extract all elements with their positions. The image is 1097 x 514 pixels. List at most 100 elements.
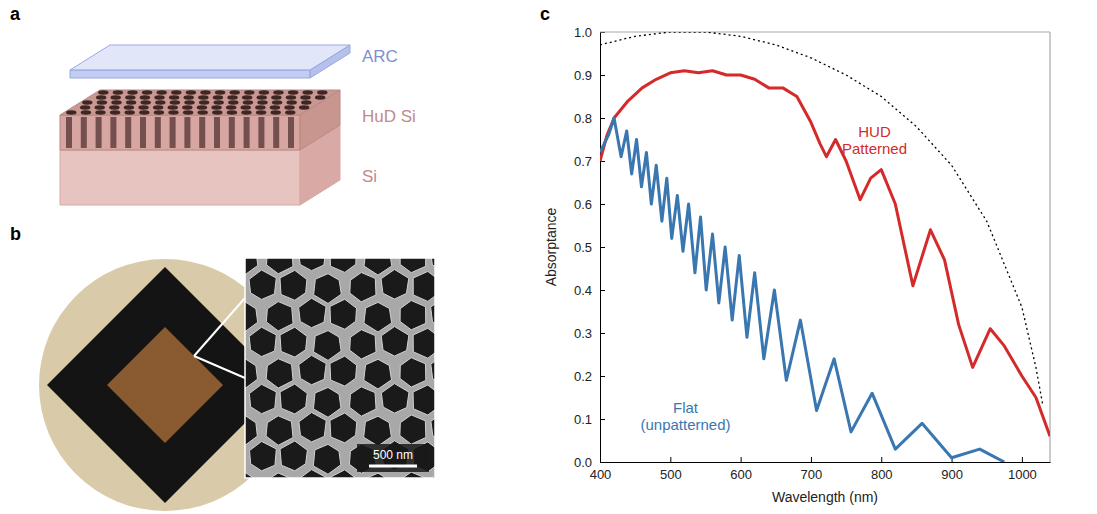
hud-pore-top <box>97 100 107 104</box>
hud-pore-top <box>241 110 251 114</box>
scale-bar <box>369 465 417 468</box>
hud-pore-top <box>154 110 164 114</box>
hud-pore-top <box>315 95 325 99</box>
tick: 0.4 <box>574 283 605 298</box>
panel-letter: a <box>10 4 21 24</box>
hud-pore-top <box>255 105 265 109</box>
series-label: Flat(unpatterned) <box>640 399 730 433</box>
hud-pore-top <box>80 105 90 109</box>
hud-pore-top <box>288 90 298 94</box>
sem-pore <box>280 384 307 414</box>
hud-pore-front <box>288 117 294 148</box>
hud-pore-top <box>168 105 178 109</box>
sem-pore <box>266 359 293 388</box>
sem-pore <box>400 472 426 478</box>
sem-pore <box>249 270 276 299</box>
tick-label: 0.6 <box>574 197 592 212</box>
layer-label: HuD Si <box>362 107 416 126</box>
tick: 0.9 <box>574 68 605 83</box>
sem-pore <box>350 330 376 359</box>
series-line <box>600 32 1043 406</box>
tick-label: 600 <box>730 467 752 482</box>
tick-label: 0.0 <box>574 455 592 470</box>
hud-pore-top <box>230 90 240 94</box>
tick-mark <box>600 419 605 420</box>
sem-pore <box>413 328 435 358</box>
sem-pore <box>266 258 293 274</box>
hud-pore-top <box>139 110 149 114</box>
sem-pore <box>313 444 340 474</box>
hud-pore-top <box>256 110 266 114</box>
hud-pore-top <box>138 105 148 109</box>
sem-pore <box>245 472 257 478</box>
hud-pore-top <box>227 95 237 99</box>
sem-pore <box>330 356 357 386</box>
hud-pore-top <box>284 105 294 109</box>
tick: 0.0 <box>574 455 605 470</box>
tick-mark <box>600 376 605 377</box>
hud-pore-top <box>66 110 76 114</box>
hud-pore-top <box>213 95 223 99</box>
sem-pore <box>364 359 392 389</box>
sem-pore <box>245 415 257 445</box>
hud-pore-front <box>110 117 116 148</box>
tick-label: 900 <box>941 467 963 482</box>
sem-pore <box>413 271 435 301</box>
hud-pore-top <box>184 95 194 99</box>
tick: 0.1 <box>574 412 605 427</box>
hud-pore-top <box>186 90 196 94</box>
y-axis: 0.00.10.20.30.40.50.60.70.80.91.0 <box>574 25 605 470</box>
hud-top <box>60 90 340 115</box>
tick-label: 0.1 <box>574 412 592 427</box>
sem-pore <box>314 331 342 361</box>
tick-mark <box>600 462 605 463</box>
frame-right <box>1049 32 1050 462</box>
hud-pore-front <box>229 117 235 148</box>
sem-pore <box>350 272 376 301</box>
hud-pore-top <box>98 90 108 94</box>
hud-pore-top <box>125 110 135 114</box>
hud-pore-top <box>228 100 238 104</box>
hud-pore-top <box>242 95 252 99</box>
arc-front <box>70 70 310 78</box>
hud-pore-top <box>157 90 167 94</box>
tick-label: 0.2 <box>574 369 592 384</box>
sem-bg <box>245 258 435 478</box>
hud-pore-top <box>212 110 222 114</box>
tick-label: 1.0 <box>574 25 592 40</box>
sem-pore <box>330 258 356 272</box>
hud-pore-top <box>301 100 311 104</box>
tick-label: 0.8 <box>574 111 592 126</box>
hud-pore-front <box>81 117 87 148</box>
hud-pore-top <box>257 100 267 104</box>
sem-pore <box>299 412 326 441</box>
hud-pore-top <box>285 110 295 114</box>
sem-pore <box>400 258 426 273</box>
hud-pore-top <box>214 100 224 104</box>
scale-bar-bg <box>357 444 429 472</box>
tick-mark <box>1022 457 1023 462</box>
sem-frame <box>245 258 435 478</box>
tick-label: 400 <box>590 467 612 482</box>
sem-pore <box>249 384 276 413</box>
hud-pore-top <box>259 90 269 94</box>
hud-pore-top <box>140 95 150 99</box>
sem-pore <box>298 258 326 271</box>
x-axis: 4005006007008009001000 <box>590 457 1051 482</box>
sem-pore <box>245 258 258 275</box>
panel-letter: c <box>540 4 550 24</box>
series-line <box>600 118 1004 462</box>
hud-pore-top <box>95 105 105 109</box>
hud-pore-top <box>169 95 179 99</box>
hud-pore-top <box>198 110 208 114</box>
hud-pore-top <box>95 110 105 114</box>
tick-mark <box>600 75 605 76</box>
sem-pore <box>364 258 392 275</box>
panel-c: c40050060070080090010000.00.10.20.30.40.… <box>540 4 1051 505</box>
hud-front <box>60 115 300 150</box>
hud-pore-front <box>184 117 190 148</box>
hud-pore-top <box>142 90 152 94</box>
panel-b: b500 nm <box>10 212 509 514</box>
hud-pore-front <box>273 117 279 148</box>
sem-pore <box>266 473 293 478</box>
